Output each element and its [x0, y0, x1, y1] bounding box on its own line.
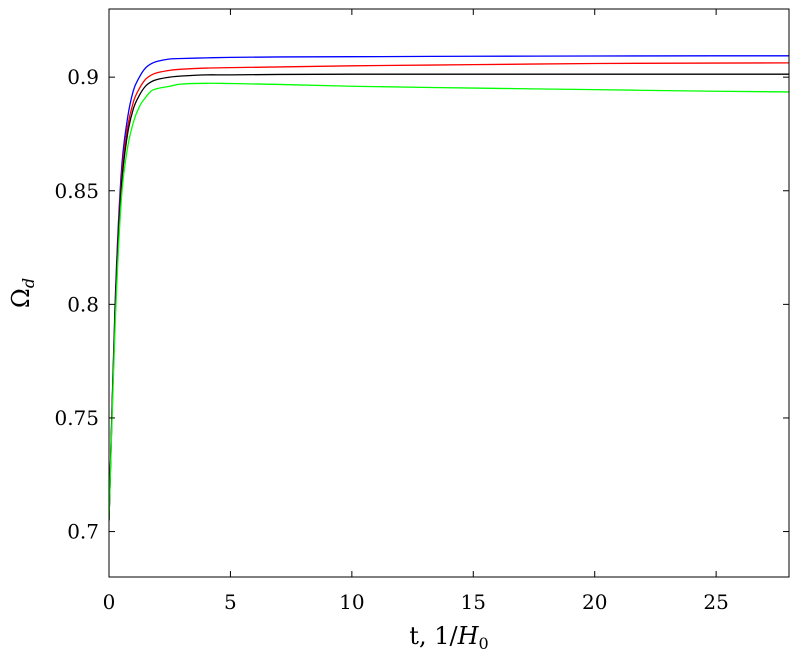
series-layer	[109, 55, 789, 521]
x-axis-label: t, 1/H0	[409, 622, 488, 653]
x-tick-label: 25	[703, 590, 728, 614]
x-tick-label: 20	[582, 590, 607, 614]
y-axis-label-subscript: d	[19, 278, 38, 288]
plot-frame	[108, 8, 790, 578]
x-axis-label-prefix: t, 1/	[409, 622, 458, 650]
y-tick-label: 0.75	[54, 406, 99, 430]
x-tick-label: 0	[103, 590, 116, 614]
y-tick-label: 0.8	[67, 292, 99, 316]
y-axis-label: Ωd	[7, 278, 38, 308]
ticks-layer: 0 5 10 15 20 25 0.7 0.75 0.8 0.85 0.9	[54, 9, 789, 614]
x-tick-label: 10	[339, 590, 364, 614]
x-tick-label: 15	[461, 590, 486, 614]
x-tick-label: 5	[224, 590, 237, 614]
y-tick-label: 0.9	[67, 65, 99, 89]
series-line-3	[109, 73, 789, 521]
x-axis-label-symbol: H	[457, 622, 480, 650]
x-axis-label-subscript: 0	[479, 634, 489, 653]
series-line-1	[109, 55, 789, 521]
series-line-2	[109, 62, 789, 521]
y-tick-label: 0.85	[54, 179, 99, 203]
y-axis-label-symbol: Ω	[7, 288, 35, 308]
y-tick-label: 0.7	[67, 520, 99, 544]
series-line-4	[109, 82, 789, 521]
